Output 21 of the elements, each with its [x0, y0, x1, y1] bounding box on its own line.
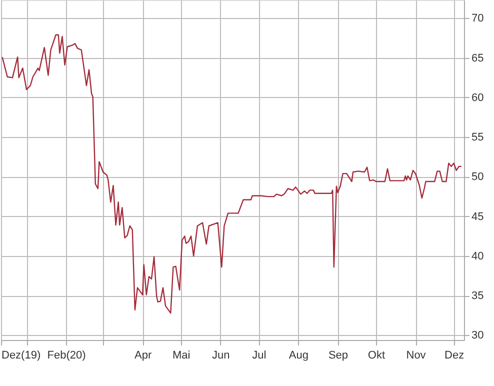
x-tick-label: Okt — [368, 350, 386, 362]
line-series — [2, 34, 462, 314]
y-tick-label: 55 — [472, 132, 484, 144]
x-tick-label: Dez — [444, 350, 464, 362]
y-tick-label: 45 — [472, 210, 484, 223]
x-tick-label: Mai — [172, 350, 190, 362]
x-tick-label: Nov — [406, 350, 426, 362]
x-tick-label: Aug — [288, 350, 308, 362]
x-tick-label: Feb(20) — [47, 350, 86, 362]
y-tick-label: 40 — [472, 250, 484, 262]
y-tick-label: 30 — [472, 330, 484, 342]
y-tick-label: 70 — [472, 12, 484, 25]
y-tick-label: 50 — [472, 171, 484, 184]
x-tick-label: Dez(19) — [2, 350, 41, 362]
x-tick-label: Jul — [252, 350, 266, 362]
y-tick-label: 65 — [472, 52, 484, 64]
x-tick-label: Apr — [134, 350, 152, 362]
x-tick-label: Sep — [328, 350, 348, 362]
y-tick-label: 35 — [472, 290, 484, 302]
y-tick-label: 60 — [472, 92, 484, 104]
x-tick-label: Jun — [212, 350, 230, 362]
